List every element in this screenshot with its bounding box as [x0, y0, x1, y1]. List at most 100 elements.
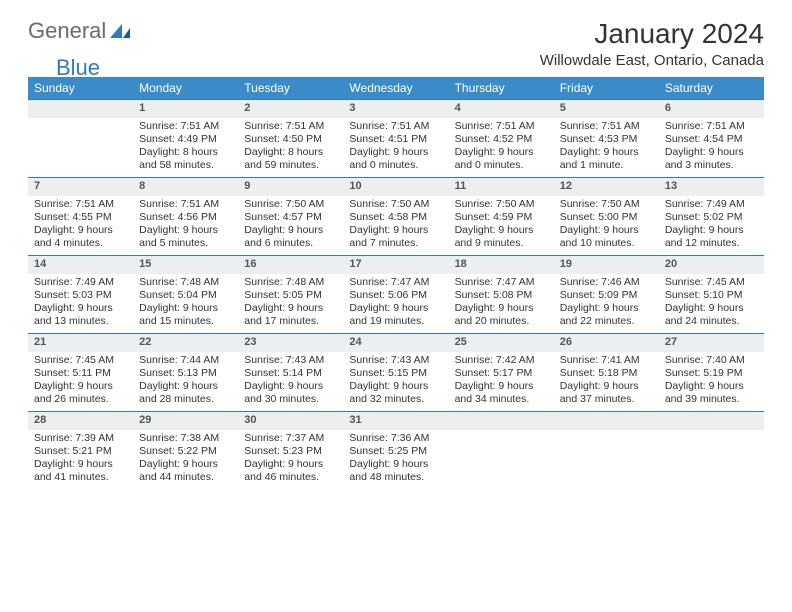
- day-number-cell: 23: [238, 334, 343, 352]
- sunrise-text: Sunrise: 7:40 AM: [665, 354, 758, 367]
- daylight-text: and 28 minutes.: [139, 393, 232, 406]
- sunrise-text: Sunrise: 7:44 AM: [139, 354, 232, 367]
- daylight-text: and 10 minutes.: [560, 237, 653, 250]
- day-info-cell: Sunrise: 7:51 AMSunset: 4:54 PMDaylight:…: [659, 118, 764, 178]
- sunset-text: Sunset: 5:13 PM: [139, 367, 232, 380]
- sunrise-text: Sunrise: 7:50 AM: [349, 198, 442, 211]
- day-number-cell: 19: [554, 256, 659, 274]
- day-number-cell: 9: [238, 178, 343, 196]
- day-info-cell: Sunrise: 7:40 AMSunset: 5:19 PMDaylight:…: [659, 352, 764, 412]
- sunset-text: Sunset: 5:00 PM: [560, 211, 653, 224]
- location-text: Willowdale East, Ontario, Canada: [540, 52, 764, 69]
- day-info-cell: Sunrise: 7:51 AMSunset: 4:50 PMDaylight:…: [238, 118, 343, 178]
- day-info-cell: Sunrise: 7:45 AMSunset: 5:10 PMDaylight:…: [659, 274, 764, 334]
- sunset-text: Sunset: 5:19 PM: [665, 367, 758, 380]
- calendar-table: Sunday Monday Tuesday Wednesday Thursday…: [28, 77, 764, 490]
- daylight-text: Daylight: 9 hours: [349, 380, 442, 393]
- day-number-cell: [659, 412, 764, 430]
- daylight-text: Daylight: 9 hours: [560, 146, 653, 159]
- day-number-cell: 18: [449, 256, 554, 274]
- day-header: Monday: [133, 77, 238, 100]
- daylight-text: and 1 minute.: [560, 159, 653, 172]
- sunrise-text: Sunrise: 7:51 AM: [560, 120, 653, 133]
- sunrise-text: Sunrise: 7:47 AM: [349, 276, 442, 289]
- daylight-text: Daylight: 9 hours: [455, 380, 548, 393]
- day-info-cell: Sunrise: 7:47 AMSunset: 5:06 PMDaylight:…: [343, 274, 448, 334]
- day-number-cell: 12: [554, 178, 659, 196]
- day-number-cell: 11: [449, 178, 554, 196]
- sunset-text: Sunset: 5:10 PM: [665, 289, 758, 302]
- sunrise-text: Sunrise: 7:51 AM: [244, 120, 337, 133]
- day-number-cell: 28: [28, 412, 133, 430]
- day-info-cell: Sunrise: 7:36 AMSunset: 5:25 PMDaylight:…: [343, 430, 448, 490]
- sunrise-text: Sunrise: 7:50 AM: [560, 198, 653, 211]
- sunset-text: Sunset: 5:18 PM: [560, 367, 653, 380]
- day-number-cell: 7: [28, 178, 133, 196]
- day-number-cell: [28, 100, 133, 118]
- daylight-text: Daylight: 9 hours: [665, 302, 758, 315]
- day-number-cell: 5: [554, 100, 659, 118]
- day-info-row: Sunrise: 7:45 AMSunset: 5:11 PMDaylight:…: [28, 352, 764, 412]
- day-number-cell: 13: [659, 178, 764, 196]
- daylight-text: Daylight: 9 hours: [349, 146, 442, 159]
- daylight-text: Daylight: 9 hours: [139, 458, 232, 471]
- title-block: January 2024 Willowdale East, Ontario, C…: [540, 18, 764, 69]
- sunrise-text: Sunrise: 7:51 AM: [34, 198, 127, 211]
- logo-text-part2: Blue: [56, 55, 100, 81]
- day-number-cell: 26: [554, 334, 659, 352]
- daylight-text: Daylight: 9 hours: [349, 224, 442, 237]
- logo-text-part1: General: [28, 18, 106, 44]
- sunrise-text: Sunrise: 7:51 AM: [665, 120, 758, 133]
- day-info-cell: Sunrise: 7:51 AMSunset: 4:53 PMDaylight:…: [554, 118, 659, 178]
- day-number-cell: 25: [449, 334, 554, 352]
- sunset-text: Sunset: 4:59 PM: [455, 211, 548, 224]
- sunrise-text: Sunrise: 7:49 AM: [34, 276, 127, 289]
- sunrise-text: Sunrise: 7:51 AM: [139, 120, 232, 133]
- day-number-cell: [449, 412, 554, 430]
- day-info-cell: [554, 430, 659, 490]
- day-number-row: 123456: [28, 100, 764, 118]
- day-number-cell: 1: [133, 100, 238, 118]
- day-info-cell: Sunrise: 7:48 AMSunset: 5:04 PMDaylight:…: [133, 274, 238, 334]
- daylight-text: Daylight: 8 hours: [139, 146, 232, 159]
- daylight-text: and 9 minutes.: [455, 237, 548, 250]
- day-info-cell: Sunrise: 7:51 AMSunset: 4:49 PMDaylight:…: [133, 118, 238, 178]
- daylight-text: and 20 minutes.: [455, 315, 548, 328]
- sunrise-text: Sunrise: 7:43 AM: [244, 354, 337, 367]
- day-info-cell: [28, 118, 133, 178]
- day-number-cell: 2: [238, 100, 343, 118]
- daylight-text: and 7 minutes.: [349, 237, 442, 250]
- sunrise-text: Sunrise: 7:43 AM: [349, 354, 442, 367]
- daylight-text: Daylight: 9 hours: [560, 224, 653, 237]
- day-info-cell: Sunrise: 7:39 AMSunset: 5:21 PMDaylight:…: [28, 430, 133, 490]
- day-info-cell: Sunrise: 7:45 AMSunset: 5:11 PMDaylight:…: [28, 352, 133, 412]
- sunset-text: Sunset: 5:22 PM: [139, 445, 232, 458]
- sunset-text: Sunset: 4:49 PM: [139, 133, 232, 146]
- sunrise-text: Sunrise: 7:46 AM: [560, 276, 653, 289]
- day-header: Wednesday: [343, 77, 448, 100]
- sunset-text: Sunset: 5:23 PM: [244, 445, 337, 458]
- daylight-text: Daylight: 9 hours: [665, 380, 758, 393]
- daylight-text: and 0 minutes.: [455, 159, 548, 172]
- sunrise-text: Sunrise: 7:41 AM: [560, 354, 653, 367]
- daylight-text: and 15 minutes.: [139, 315, 232, 328]
- daylight-text: Daylight: 9 hours: [139, 224, 232, 237]
- day-number-cell: 8: [133, 178, 238, 196]
- day-header: Friday: [554, 77, 659, 100]
- daylight-text: Daylight: 9 hours: [455, 302, 548, 315]
- day-number-cell: 6: [659, 100, 764, 118]
- daylight-text: Daylight: 9 hours: [244, 224, 337, 237]
- day-number-cell: 3: [343, 100, 448, 118]
- sunrise-text: Sunrise: 7:51 AM: [349, 120, 442, 133]
- sunset-text: Sunset: 5:21 PM: [34, 445, 127, 458]
- day-info-cell: Sunrise: 7:49 AMSunset: 5:02 PMDaylight:…: [659, 196, 764, 256]
- day-number-row: 28293031: [28, 412, 764, 430]
- day-info-cell: Sunrise: 7:49 AMSunset: 5:03 PMDaylight:…: [28, 274, 133, 334]
- sunset-text: Sunset: 5:15 PM: [349, 367, 442, 380]
- day-info-cell: Sunrise: 7:41 AMSunset: 5:18 PMDaylight:…: [554, 352, 659, 412]
- daylight-text: and 30 minutes.: [244, 393, 337, 406]
- daylight-text: and 48 minutes.: [349, 471, 442, 484]
- sunset-text: Sunset: 4:56 PM: [139, 211, 232, 224]
- day-info-cell: Sunrise: 7:51 AMSunset: 4:52 PMDaylight:…: [449, 118, 554, 178]
- daylight-text: and 19 minutes.: [349, 315, 442, 328]
